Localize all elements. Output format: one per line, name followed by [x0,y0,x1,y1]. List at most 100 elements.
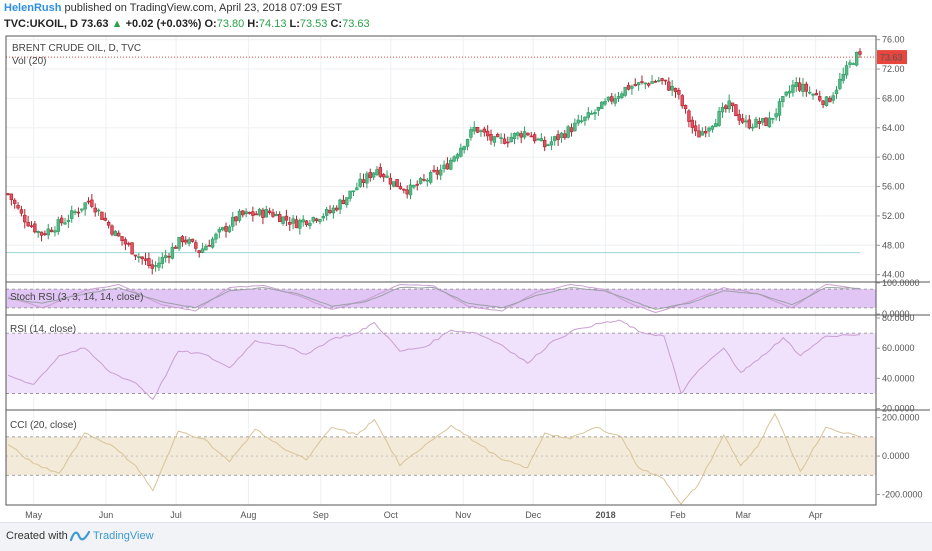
candle-body [787,90,792,94]
candle [546,143,550,147]
symbol-legend: TVC:UKOIL, D 73.63 ▲ +0.02 (+0.03%) O:73… [4,18,370,30]
candle [123,237,128,251]
tradingview-logo-icon[interactable] [70,529,90,543]
candle-body [754,118,758,128]
candle-body [720,106,725,113]
price-change: +0.02 (+0.03%) [125,18,202,30]
price-pane[interactable] [6,48,876,275]
candle-body [49,229,54,233]
candle [234,215,238,226]
close-label: C: [330,18,343,30]
candle-body [39,231,44,236]
candle-body [724,105,728,109]
candle [828,96,832,103]
candle [210,236,215,249]
candle [163,249,168,263]
candle [509,132,513,143]
candle-body [710,125,715,130]
candle-body [395,179,399,188]
time-axis[interactable]: May Jun Jul Aug Sep Oct Nov Dec 2018 Feb Mar Apr [25,510,822,520]
candle-body [620,93,624,98]
candle [737,109,741,125]
candle [338,198,342,215]
chart-area[interactable]: 44.00 48.00 52.00 56.00 60.00 64.00 68.00 72.00… [0,0,932,522]
candle-body [683,105,688,110]
candle [754,116,758,128]
candle [851,62,855,65]
candle-body [381,174,386,178]
candle [36,230,40,238]
month-tick-label: Nov [455,510,472,520]
candle [190,238,195,243]
candle-body [328,210,332,213]
candle-body [841,73,845,81]
symbol-name[interactable]: TVC:UKOIL, D [4,18,78,30]
candle [459,143,463,158]
candle-body [435,170,440,175]
author-link[interactable]: HelenRush [4,2,62,14]
candle [86,197,91,205]
candle [281,216,285,226]
high-label: H: [247,18,259,30]
candle [848,59,852,68]
candle [167,253,171,264]
indicator-line [7,286,861,310]
candle [204,243,208,251]
candle [214,232,218,244]
candle-body [271,212,275,217]
candle-body [740,118,745,123]
candle [9,193,14,206]
candle-body [807,91,812,94]
candle [854,51,859,67]
candle [100,211,104,220]
candle-body [224,226,228,232]
candle-body [600,101,604,109]
candle-body [549,141,554,146]
candle [80,208,84,213]
candle-body [133,254,138,257]
candle-body [150,264,154,269]
price-axis[interactable]: 44.00 48.00 52.00 56.00 60.00 64.00 68.00 72.00… [876,35,923,500]
candle-body [358,178,362,187]
month-tick-label: Sep [313,510,329,520]
candle-body [834,89,839,95]
candle-body [257,209,262,216]
candle [56,216,61,235]
candle-body [771,118,775,120]
tradingview-brand-link[interactable]: TradingView [93,530,154,542]
candle-body [479,130,483,132]
candle [381,172,386,182]
candle-body [415,183,419,186]
candle-body [140,256,144,260]
candle-body [378,167,383,177]
candle-body [542,139,547,148]
candle [432,165,436,173]
price-tick-label: 56.00 [882,182,905,192]
candle-body [670,86,674,91]
candle [120,236,124,246]
candle-body [858,51,862,55]
candle [274,211,279,217]
candle-body [59,217,64,224]
candle [479,129,483,137]
candle-body [247,211,252,214]
candle [345,197,349,208]
candle [29,221,34,228]
candle-body [677,90,681,95]
candle-body [526,132,530,136]
candle [408,179,413,200]
candle-body [439,169,443,176]
candle [6,192,10,196]
month-tick-label: Dec [525,510,542,520]
candle [59,215,64,226]
candle-body [281,216,285,224]
candle-body [485,130,490,137]
candle [170,242,175,260]
candle [707,126,711,138]
candle-body [630,86,634,89]
candle [824,96,829,107]
candle [46,223,50,240]
indicator-bands [6,288,876,476]
candle-body [106,221,111,226]
candle [496,132,500,138]
